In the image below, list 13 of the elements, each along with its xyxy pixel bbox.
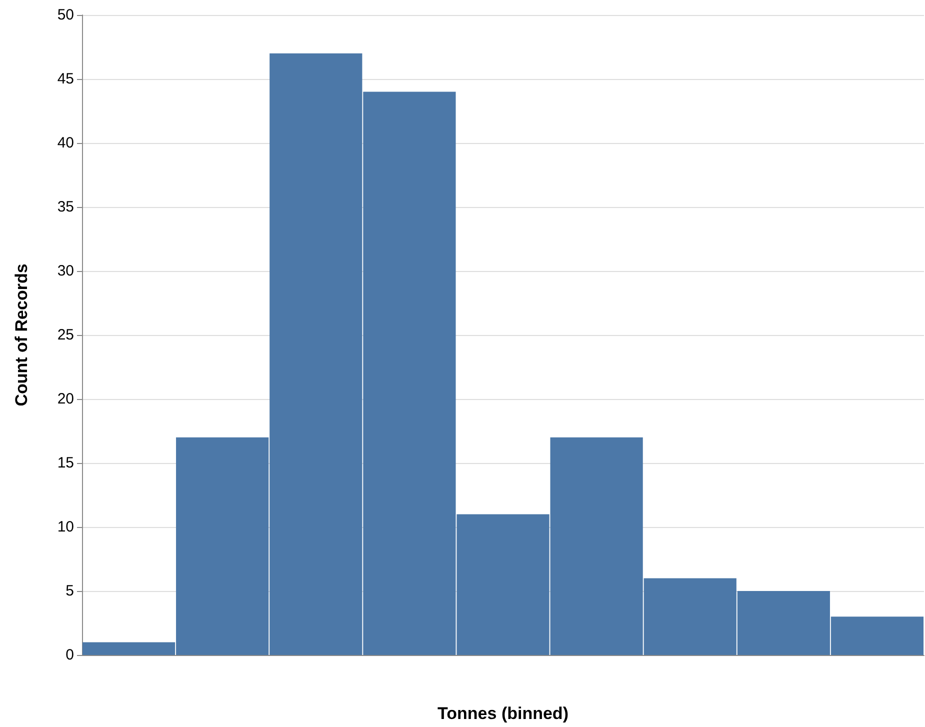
y-tick-label: 10 bbox=[57, 518, 74, 536]
y-tick-label: 0 bbox=[66, 646, 74, 664]
y-tick-label: 30 bbox=[57, 262, 74, 280]
y-tick-label: 25 bbox=[57, 326, 74, 344]
y-tick-label: 35 bbox=[57, 198, 74, 216]
y-tick-label: 5 bbox=[66, 582, 74, 600]
y-tick-label: 20 bbox=[57, 390, 74, 408]
y-axis-title: Count of Records bbox=[12, 264, 31, 406]
y-tick-label: 50 bbox=[57, 6, 74, 24]
y-tick-label: 15 bbox=[57, 454, 74, 472]
y-tick-label: 40 bbox=[57, 134, 74, 152]
y-tick-label: 45 bbox=[57, 70, 74, 88]
x-axis-title: Tonnes (binned) bbox=[438, 704, 568, 723]
